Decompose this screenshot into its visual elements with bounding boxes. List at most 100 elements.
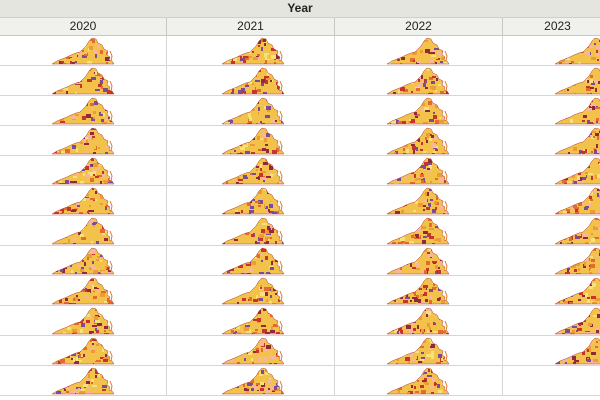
grid-cell[interactable]: [335, 216, 503, 246]
virginia-map-icon[interactable]: [52, 67, 116, 95]
grid-cell[interactable]: [0, 126, 167, 156]
virginia-map-icon[interactable]: [222, 157, 286, 185]
virginia-map-icon[interactable]: [222, 247, 286, 275]
grid-cell[interactable]: [335, 276, 503, 306]
column-header-2022[interactable]: 2022: [335, 18, 503, 35]
grid-cell[interactable]: [167, 66, 335, 96]
virginia-map-icon[interactable]: [387, 37, 451, 65]
grid-cell[interactable]: [167, 186, 335, 216]
virginia-map-icon[interactable]: [387, 187, 451, 215]
virginia-map-icon[interactable]: [222, 337, 286, 365]
virginia-map-icon[interactable]: [387, 67, 451, 95]
virginia-map-icon[interactable]: [387, 277, 451, 305]
grid-cell[interactable]: [0, 216, 167, 246]
grid-cell[interactable]: [503, 216, 600, 246]
virginia-map-icon[interactable]: [387, 247, 451, 275]
virginia-map-icon[interactable]: [52, 277, 116, 305]
column-header-2021[interactable]: 2021: [167, 18, 335, 35]
virginia-map-icon[interactable]: [222, 97, 286, 125]
grid-cell[interactable]: [0, 66, 167, 96]
grid-cell[interactable]: [335, 336, 503, 366]
grid-cell[interactable]: [503, 336, 600, 366]
table-row: [0, 366, 600, 396]
grid-cell[interactable]: [167, 156, 335, 186]
virginia-map-icon[interactable]: [387, 307, 451, 335]
grid-cell[interactable]: [167, 276, 335, 306]
grid-cell[interactable]: [0, 36, 167, 66]
grid-cell[interactable]: [503, 276, 600, 306]
virginia-map-icon[interactable]: [52, 187, 116, 215]
grid-cell[interactable]: [167, 306, 335, 336]
virginia-map-icon[interactable]: [555, 337, 600, 365]
virginia-map-icon[interactable]: [52, 307, 116, 335]
virginia-map-icon[interactable]: [555, 37, 600, 65]
virginia-map-icon[interactable]: [222, 187, 286, 215]
grid-cell[interactable]: [167, 366, 335, 396]
virginia-map-icon[interactable]: [555, 187, 600, 215]
virginia-map-icon[interactable]: [52, 97, 116, 125]
grid-cell[interactable]: [503, 306, 600, 336]
virginia-map-icon[interactable]: [222, 127, 286, 155]
grid-cell[interactable]: [503, 96, 600, 126]
grid-cell[interactable]: [335, 66, 503, 96]
virginia-map-icon[interactable]: [387, 337, 451, 365]
virginia-map-icon[interactable]: [555, 127, 600, 155]
virginia-map-icon[interactable]: [52, 337, 116, 365]
virginia-map-icon[interactable]: [387, 97, 451, 125]
virginia-map-icon[interactable]: [52, 367, 116, 395]
grid-cell[interactable]: [503, 36, 600, 66]
grid-cell[interactable]: [335, 156, 503, 186]
virginia-map-icon[interactable]: [52, 247, 116, 275]
grid-cell[interactable]: [0, 156, 167, 186]
virginia-map-icon[interactable]: [222, 67, 286, 95]
virginia-map-icon[interactable]: [555, 307, 600, 335]
virginia-map-icon[interactable]: [387, 217, 451, 245]
grid-cell[interactable]: [335, 186, 503, 216]
virginia-map-icon[interactable]: [555, 247, 600, 275]
grid-cell[interactable]: [335, 366, 503, 396]
grid-cell[interactable]: [0, 276, 167, 306]
virginia-map-icon[interactable]: [222, 37, 286, 65]
virginia-map-icon[interactable]: [555, 157, 600, 185]
grid-cell[interactable]: [167, 246, 335, 276]
virginia-map-icon[interactable]: [387, 157, 451, 185]
grid-cell[interactable]: [167, 36, 335, 66]
grid-cell[interactable]: [0, 96, 167, 126]
grid-cell[interactable]: [503, 66, 600, 96]
virginia-map-icon[interactable]: [555, 97, 600, 125]
grid-cell[interactable]: [335, 96, 503, 126]
grid-cell[interactable]: [503, 186, 600, 216]
virginia-map-icon[interactable]: [52, 127, 116, 155]
virginia-map-icon[interactable]: [555, 217, 600, 245]
virginia-map-icon[interactable]: [52, 217, 116, 245]
column-header-2023[interactable]: 2023: [503, 18, 600, 35]
grid-cell[interactable]: [0, 336, 167, 366]
virginia-map-icon[interactable]: [555, 67, 600, 95]
virginia-map-icon[interactable]: [52, 37, 116, 65]
virginia-map-icon[interactable]: [222, 367, 286, 395]
grid-cell[interactable]: [335, 246, 503, 276]
grid-cell[interactable]: [503, 156, 600, 186]
virginia-map-icon[interactable]: [387, 127, 451, 155]
virginia-map-icon[interactable]: [555, 277, 600, 305]
grid-cell[interactable]: [0, 366, 167, 396]
grid-cell[interactable]: [0, 306, 167, 336]
grid-cell[interactable]: [335, 126, 503, 156]
virginia-map-icon[interactable]: [222, 217, 286, 245]
column-header-2020[interactable]: 2020: [0, 18, 167, 35]
virginia-map-icon[interactable]: [387, 367, 451, 395]
grid-cell[interactable]: [167, 216, 335, 246]
grid-cell[interactable]: [335, 306, 503, 336]
grid-cell[interactable]: [503, 126, 600, 156]
grid-cell[interactable]: [167, 96, 335, 126]
virginia-map-icon[interactable]: [222, 307, 286, 335]
virginia-map-icon[interactable]: [52, 157, 116, 185]
grid-cell[interactable]: [167, 336, 335, 366]
virginia-map-icon[interactable]: [222, 277, 286, 305]
grid-cell[interactable]: [503, 246, 600, 276]
grid-cell[interactable]: [503, 366, 600, 396]
grid-cell[interactable]: [167, 126, 335, 156]
grid-cell[interactable]: [0, 246, 167, 276]
grid-cell[interactable]: [335, 36, 503, 66]
grid-cell[interactable]: [0, 186, 167, 216]
